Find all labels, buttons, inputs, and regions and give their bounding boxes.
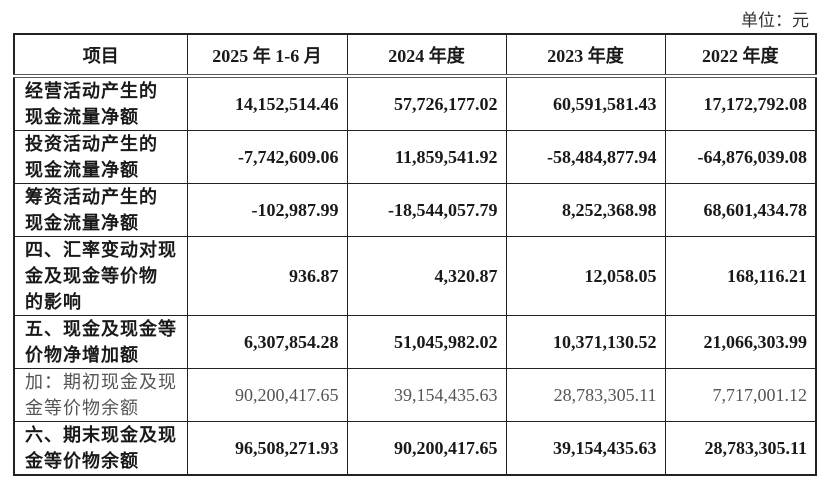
row-label: 四、汇率变动对现 金及现金等价物 的影响 — [13, 236, 188, 316]
column-header: 项目 — [13, 33, 188, 78]
value-cell: 936.87 — [186, 236, 348, 316]
value-cell: -58,484,877.94 — [505, 130, 666, 184]
row-label-line: 筹资活动产生的 — [25, 187, 158, 207]
row-label: 五、现金及现金等 价物净增加额 — [13, 315, 188, 369]
value-cell: -102,987.99 — [186, 183, 348, 237]
table-row: 经营活动产生的 现金流量净额 14,152,514.46 57,726,177.02 6… — [13, 75, 817, 131]
value-cell: 8,252,368.98 — [505, 183, 666, 237]
unit-label: 单位：元 — [741, 11, 809, 30]
column-header: 2022 年度 — [664, 33, 817, 78]
row-label-line: 六、期末现金及现 — [25, 425, 177, 445]
value-cell: 96,508,271.93 — [186, 421, 348, 476]
value-cell: -18,544,057.79 — [346, 183, 507, 237]
value-cell: 10,371,130.52 — [505, 315, 666, 369]
value-cell: 39,154,435.63 — [346, 368, 507, 422]
table-row: 筹资活动产生的 现金流量净额 -102,987.99 -18,544,057.79 8,… — [13, 183, 817, 237]
value-cell: -64,876,039.08 — [664, 130, 817, 184]
row-label-line: 四、汇率变动对现 — [25, 240, 177, 260]
row-label-line: 金等价物余额 — [25, 451, 139, 471]
value-cell: 17,172,792.08 — [664, 75, 817, 131]
row-label: 筹资活动产生的 现金流量净额 — [13, 183, 188, 237]
table-row: 加：期初现金及现 金等价物余额 90,200,417.65 39,154,435.63… — [13, 368, 817, 422]
column-header: 2023 年度 — [505, 33, 666, 78]
value-cell: 90,200,417.65 — [186, 368, 348, 422]
value-cell: 7,717,001.12 — [664, 368, 817, 422]
value-cell: 51,045,982.02 — [346, 315, 507, 369]
row-label-line: 加：期初现金及现 — [25, 372, 177, 392]
header-row: 项目 2025 年 1-6 月 2024 年度 2023 年度 2022 年度 — [13, 33, 817, 78]
value-cell: 12,058.05 — [505, 236, 666, 316]
row-label-line: 价物净增加额 — [25, 345, 139, 365]
value-cell: 90,200,417.65 — [346, 421, 507, 476]
value-cell: 168,116.21 — [664, 236, 817, 316]
row-label-line: 经营活动产生的 — [25, 81, 158, 101]
value-cell: 28,783,305.11 — [505, 368, 666, 422]
cash-flow-table: 项目 2025 年 1-6 月 2024 年度 2023 年度 2022 年度 经营活动… — [13, 33, 817, 476]
row-label: 六、期末现金及现 金等价物余额 — [13, 421, 188, 476]
row-label-line: 五、现金及现金等 — [25, 319, 177, 339]
value-cell: 11,859,541.92 — [346, 130, 507, 184]
table-row: 四、汇率变动对现 金及现金等价物 的影响 936.87 4,320.87 12,058.0… — [13, 236, 817, 316]
value-cell: 21,066,303.99 — [664, 315, 817, 369]
value-cell: 28,783,305.11 — [664, 421, 817, 476]
row-label-line: 的影响 — [25, 292, 82, 312]
value-cell: -7,742,609.06 — [186, 130, 348, 184]
row-label-line: 投资活动产生的 — [25, 134, 158, 154]
value-cell: 4,320.87 — [346, 236, 507, 316]
value-cell: 60,591,581.43 — [505, 75, 666, 131]
value-cell: 14,152,514.46 — [186, 75, 348, 131]
value-cell: 39,154,435.63 — [505, 421, 666, 476]
row-label: 经营活动产生的 现金流量净额 — [13, 75, 188, 131]
row-label-line: 金及现金等价物 — [25, 266, 158, 286]
column-header: 2025 年 1-6 月 — [186, 33, 348, 78]
value-cell: 6,307,854.28 — [186, 315, 348, 369]
column-header: 2024 年度 — [346, 33, 507, 78]
value-cell: 57,726,177.02 — [346, 75, 507, 131]
value-cell: 68,601,434.78 — [664, 183, 817, 237]
row-label-line: 现金流量净额 — [25, 107, 139, 127]
row-label: 投资活动产生的 现金流量净额 — [13, 130, 188, 184]
table-row: 投资活动产生的 现金流量净额 -7,742,609.06 11,859,541.92-… — [13, 130, 817, 184]
row-label: 加：期初现金及现 金等价物余额 — [13, 368, 188, 422]
table-row: 六、期末现金及现 金等价物余额 96,508,271.93 90,200,417.65… — [13, 421, 817, 476]
row-label-line: 现金流量净额 — [25, 160, 139, 180]
row-label-line: 金等价物余额 — [25, 398, 139, 418]
row-label-line: 现金流量净额 — [25, 213, 139, 233]
table-row: 五、现金及现金等 价物净增加额 6,307,854.28 51,045,982.02 1… — [13, 315, 817, 369]
